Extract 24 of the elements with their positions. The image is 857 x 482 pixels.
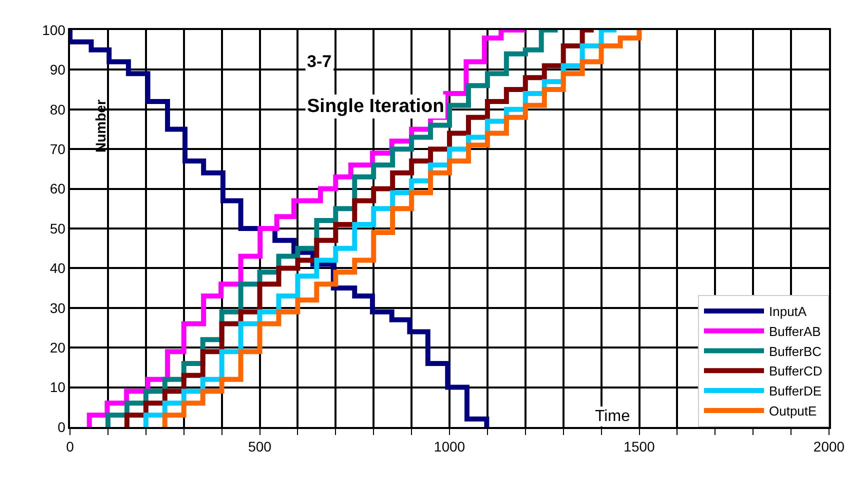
legend-label: BufferDE [769, 384, 822, 399]
y-tick-label: 80 [50, 101, 66, 118]
y-tick-label: 40 [50, 260, 66, 276]
y-tick-label: 20 [50, 340, 66, 356]
y-tick-label: 90 [50, 62, 66, 78]
text: Single Iteration [307, 96, 444, 117]
y-tick-label: 30 [50, 300, 66, 316]
x-tick-label: 2000 [813, 438, 845, 455]
legend-label: BufferCD [769, 364, 822, 379]
text: 3-7 [307, 52, 332, 71]
x-tick-label: 1500 [624, 438, 656, 455]
legend-label: OutputE [769, 404, 818, 419]
y-tick-label: 60 [50, 180, 66, 197]
x-tick-label: 500 [248, 438, 272, 455]
legend-label: InputA [769, 304, 807, 320]
y-tick-label: 50 [50, 220, 66, 236]
x-tick-label: 1000 [434, 438, 466, 455]
y-tick-label: 70 [50, 141, 66, 157]
y-tick-label: 0 [58, 418, 66, 435]
x-axis-title: Time [595, 408, 630, 425]
legend-label: BufferAB [769, 324, 821, 339]
y-tick-label: 10 [50, 379, 66, 396]
y-tick-label: 100 [42, 22, 66, 38]
legend-label: BufferBC [769, 344, 822, 359]
